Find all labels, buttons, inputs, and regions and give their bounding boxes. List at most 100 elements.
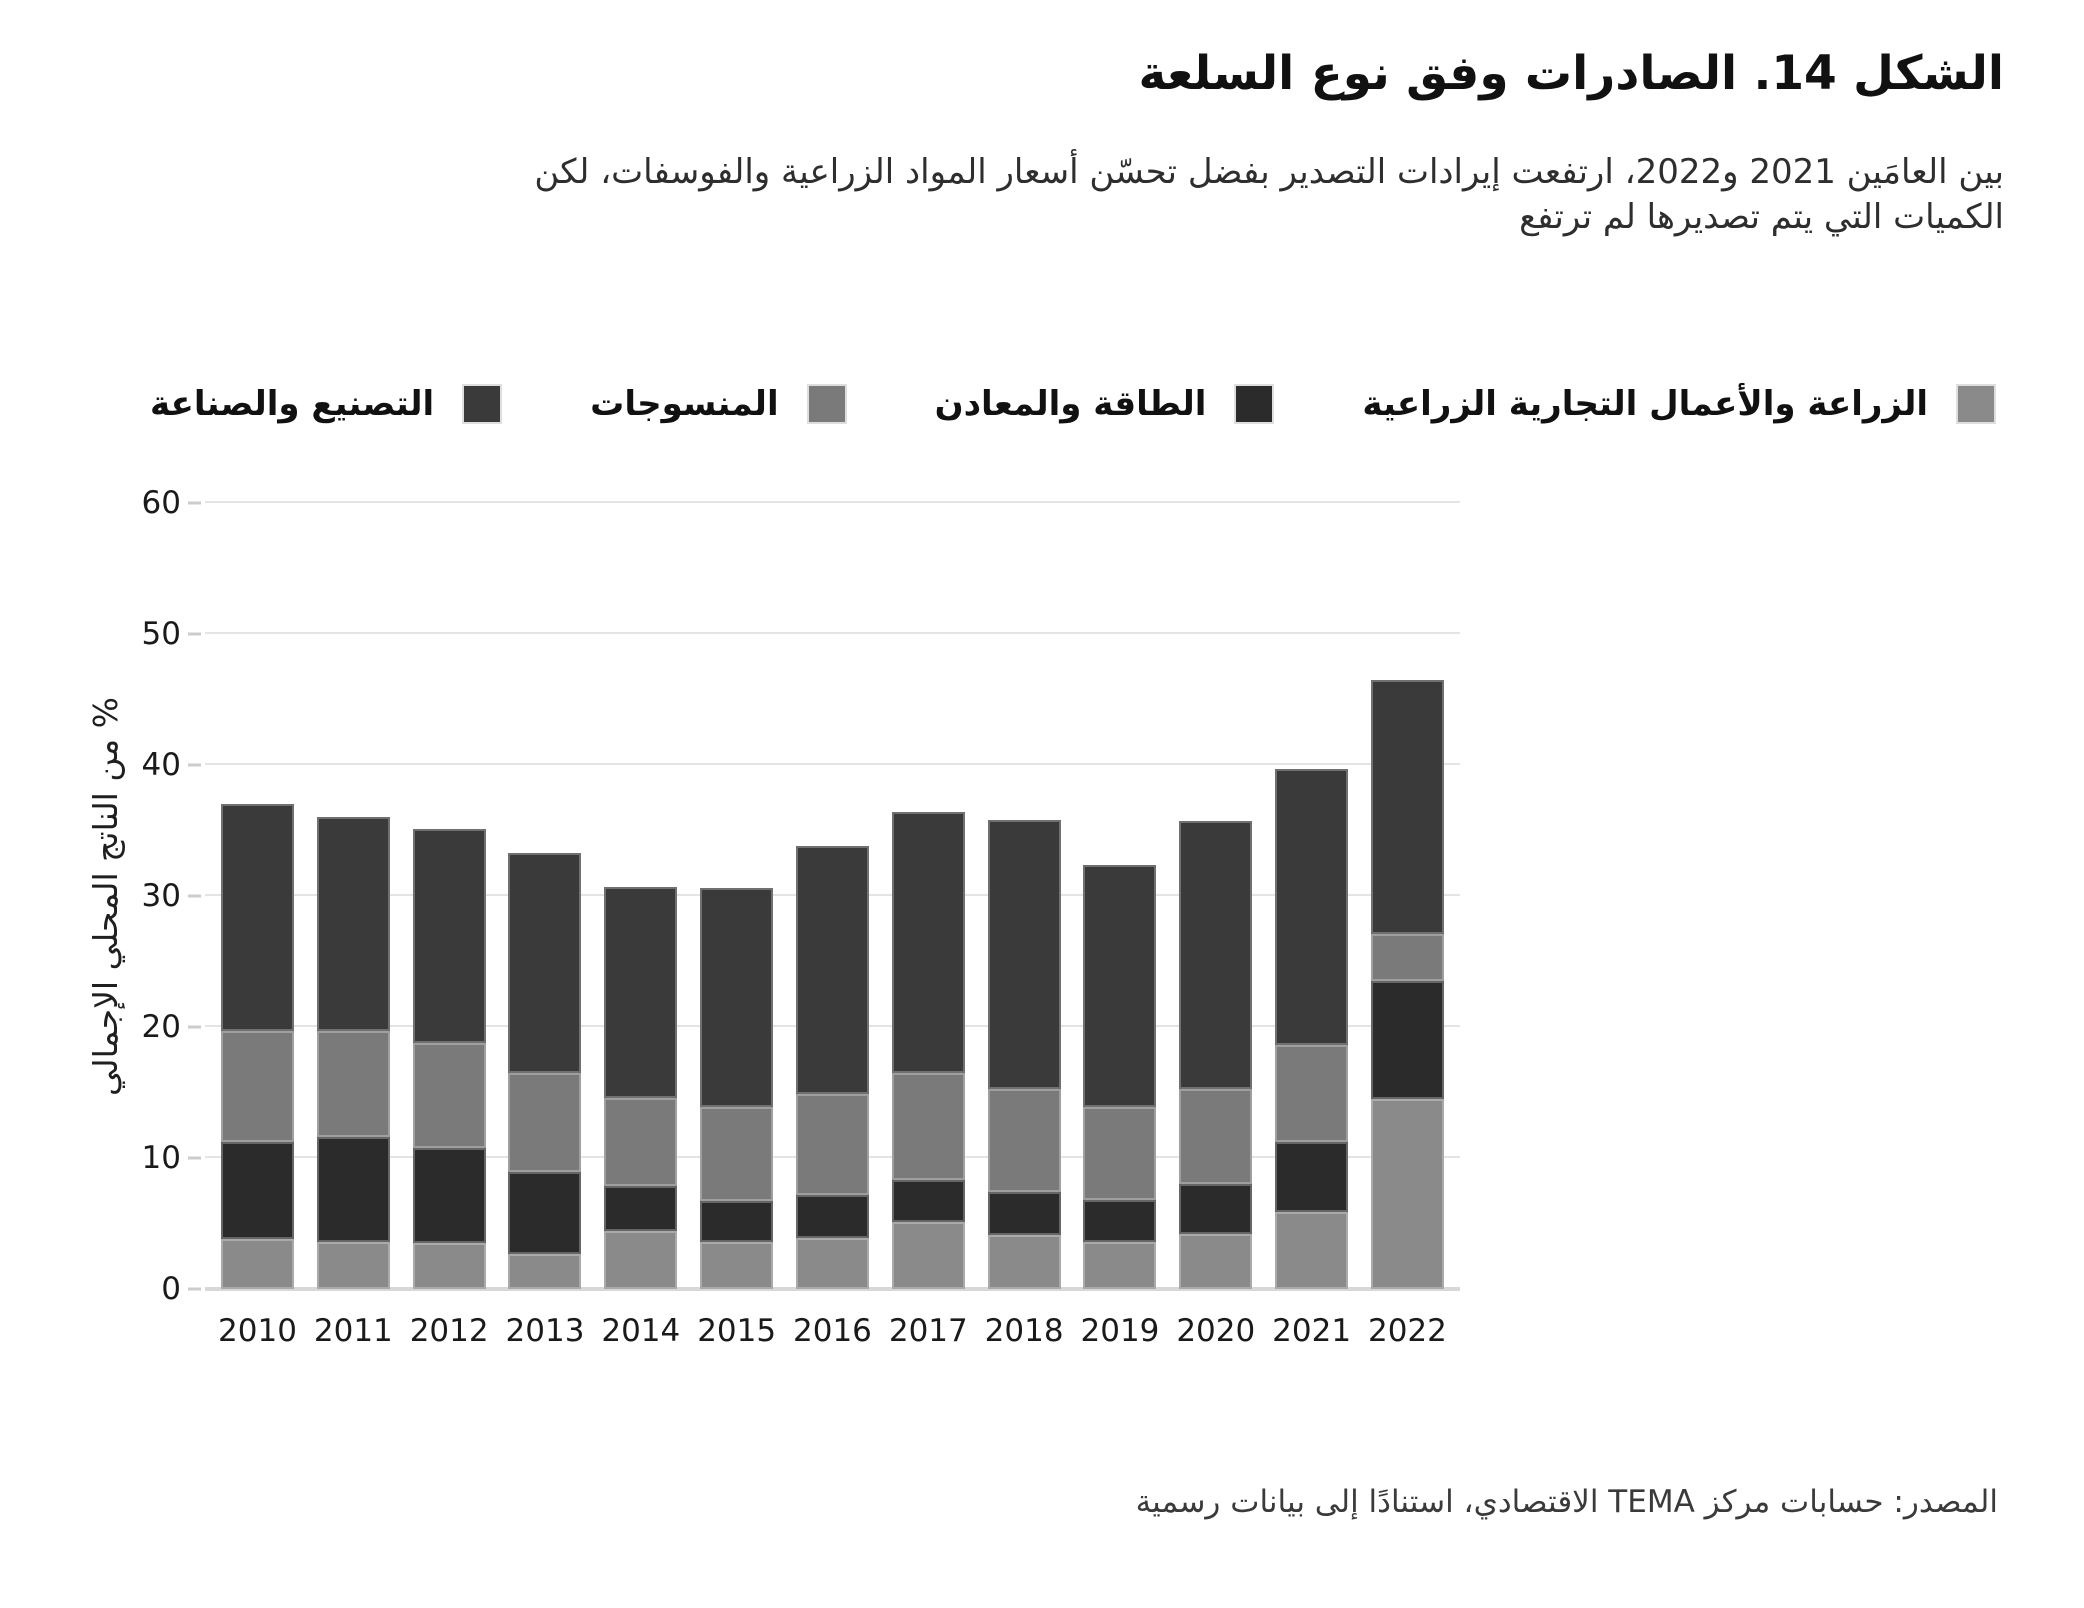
figure-title: الشكل 14. الصادرات وفق نوع السلعة: [1138, 46, 2004, 101]
bar-2011-segment-manufacturing: [316, 817, 390, 1031]
bar-2016-segment-manufacturing: [795, 846, 869, 1094]
x-tick-label-2016: 2016: [793, 1313, 872, 1349]
bar-slot-2022: 2022: [1368, 503, 1447, 1349]
x-tick-label-2010: 2010: [218, 1313, 297, 1349]
bar-2013-segment-textiles: [508, 1072, 582, 1173]
legend-swatch-textiles-icon: [806, 384, 847, 424]
legend-label-energy: الطاقة والمعادن: [934, 384, 1207, 424]
x-tick-label-2022: 2022: [1367, 1313, 1447, 1349]
bar-2019-segment-manufacturing: [1083, 864, 1157, 1107]
gridline-40: [205, 763, 1460, 766]
bar-2013-segment-manufacturing: [508, 852, 582, 1073]
bar-2010-segment-textiles: [221, 1030, 294, 1143]
bar-2019-segment-textiles: [1083, 1106, 1157, 1200]
bar-2015-segment-energy: [700, 1201, 774, 1242]
bar-slot-2020: 2020: [1176, 503, 1255, 1349]
bar-2022-segment-energy: [1370, 981, 1444, 1100]
bar-2010-segment-energy: [221, 1142, 294, 1240]
bar-2016-segment-agriculture: [795, 1237, 869, 1289]
y-tick-mark-10: [188, 1156, 201, 1160]
bar-2021-segment-energy: [1275, 1142, 1349, 1212]
bar-2016-segment-textiles: [795, 1093, 869, 1195]
bar-slot-2018: 2018: [985, 503, 1064, 1349]
bar-2016-segment-energy: [795, 1194, 869, 1238]
y-tick-label-20: 20: [141, 1009, 181, 1046]
bar-2014-segment-manufacturing: [604, 886, 678, 1098]
legend-item-energy: الطاقة والمعادن: [935, 384, 1275, 424]
x-tick-label-2014: 2014: [601, 1313, 681, 1349]
bar-2012: [412, 829, 486, 1289]
bar-2012-segment-textiles: [412, 1042, 486, 1148]
bar-2013-segment-energy: [508, 1172, 582, 1254]
bar-2017-segment-manufacturing: [891, 812, 965, 1073]
bar-2015-segment-manufacturing: [700, 888, 774, 1107]
bar-2011-segment-textiles: [316, 1030, 390, 1138]
bar-2019-segment-agriculture: [1083, 1241, 1157, 1289]
chart-legend: الزراعة والأعمال التجارية الزراعية الطاق…: [150, 384, 1996, 424]
bar-2011-segment-agriculture: [316, 1241, 390, 1289]
bar-2020-segment-manufacturing: [1179, 821, 1253, 1089]
legend-swatch-manufacturing-icon: [462, 384, 503, 424]
bar-2010-segment-manufacturing: [221, 804, 294, 1031]
bar-2012-segment-manufacturing: [412, 829, 486, 1043]
bar-slot-2014: 2014: [601, 503, 680, 1349]
bar-slot-2011: 2011: [314, 503, 393, 1349]
bar-2012-segment-agriculture: [412, 1243, 486, 1289]
bar-2019: [1083, 864, 1157, 1289]
legend-label-textiles: المنسوجات: [590, 384, 779, 424]
bar-slot-2021: 2021: [1272, 503, 1351, 1349]
bar-2010: [221, 804, 294, 1289]
legend-item-agriculture: الزراعة والأعمال التجارية الزراعية: [1362, 384, 1996, 424]
bar-2014-segment-agriculture: [604, 1231, 678, 1289]
y-tick-label-50: 50: [141, 616, 181, 652]
bar-slot-2012: 2012: [410, 503, 489, 1349]
x-tick-label-2013: 2013: [505, 1313, 585, 1349]
bar-2021-segment-agriculture: [1275, 1211, 1349, 1289]
legend-swatch-agriculture-icon: [1956, 384, 1996, 424]
bar-2016: [795, 846, 869, 1289]
y-tick-mark-40: [188, 763, 201, 767]
y-tick-label-60: 60: [141, 485, 181, 521]
bar-2015-segment-agriculture: [700, 1241, 774, 1289]
bar-2022-segment-manufacturing: [1370, 679, 1444, 934]
source-note: المصدر: حسابات مركز TEMA الاقتصادي، استن…: [1135, 1484, 1998, 1520]
bar-2020-segment-energy: [1179, 1184, 1253, 1234]
y-tick-label-0: 0: [161, 1271, 181, 1307]
bar-2017: [891, 812, 965, 1289]
bars-container: 2010 2011 2012 2013 2014 2015 2016 2017 2018 2019…: [205, 503, 1460, 1349]
figure-subtitle: بين العامَين 2021 و2022، ارتفعت إيرادات …: [534, 152, 2004, 238]
y-tick-mark-60: [188, 501, 201, 505]
legend-swatch-energy-icon: [1234, 384, 1275, 424]
bar-2018-segment-agriculture: [987, 1235, 1061, 1289]
y-tick-mark-20: [188, 1025, 201, 1029]
bar-slot-2017: 2017: [889, 503, 968, 1349]
bar-2020: [1179, 821, 1253, 1289]
bar-2014-segment-energy: [604, 1185, 678, 1232]
bar-2018-segment-manufacturing: [987, 820, 1061, 1089]
y-tick-mark-50: [188, 632, 201, 636]
y-tick-mark-30: [188, 894, 201, 898]
bar-2017-segment-textiles: [891, 1072, 965, 1181]
bar-slot-2016: 2016: [793, 503, 872, 1349]
x-tick-label-2019: 2019: [1080, 1313, 1160, 1349]
y-axis-title: % من الناتج المحلي الإجمالي: [85, 696, 125, 1096]
y-tick-label-40: 40: [141, 747, 181, 784]
bar-2015: [700, 888, 774, 1289]
bar-2010-segment-agriculture: [221, 1239, 294, 1289]
bar-2011: [316, 817, 390, 1289]
bar-2014-segment-textiles: [604, 1097, 678, 1186]
bar-2020-segment-textiles: [1179, 1088, 1253, 1185]
y-tick-label-10: 10: [141, 1140, 181, 1177]
gridline-60: [205, 501, 1460, 503]
bar-2021-segment-manufacturing: [1275, 768, 1349, 1046]
x-tick-label-2020: 2020: [1176, 1313, 1256, 1349]
bar-2022: [1370, 679, 1444, 1289]
x-axis-line: [205, 1287, 1460, 1291]
legend-item-textiles: المنسوجات: [590, 384, 847, 424]
bar-2022-segment-agriculture: [1370, 1099, 1444, 1289]
bar-slot-2013: 2013: [506, 503, 584, 1349]
x-tick-label-2021: 2021: [1272, 1313, 1352, 1349]
bar-2020-segment-agriculture: [1179, 1233, 1253, 1289]
plot-area: 2010 2011 2012 2013 2014 2015 2016 2017 2018 2019…: [142, 485, 1460, 1349]
